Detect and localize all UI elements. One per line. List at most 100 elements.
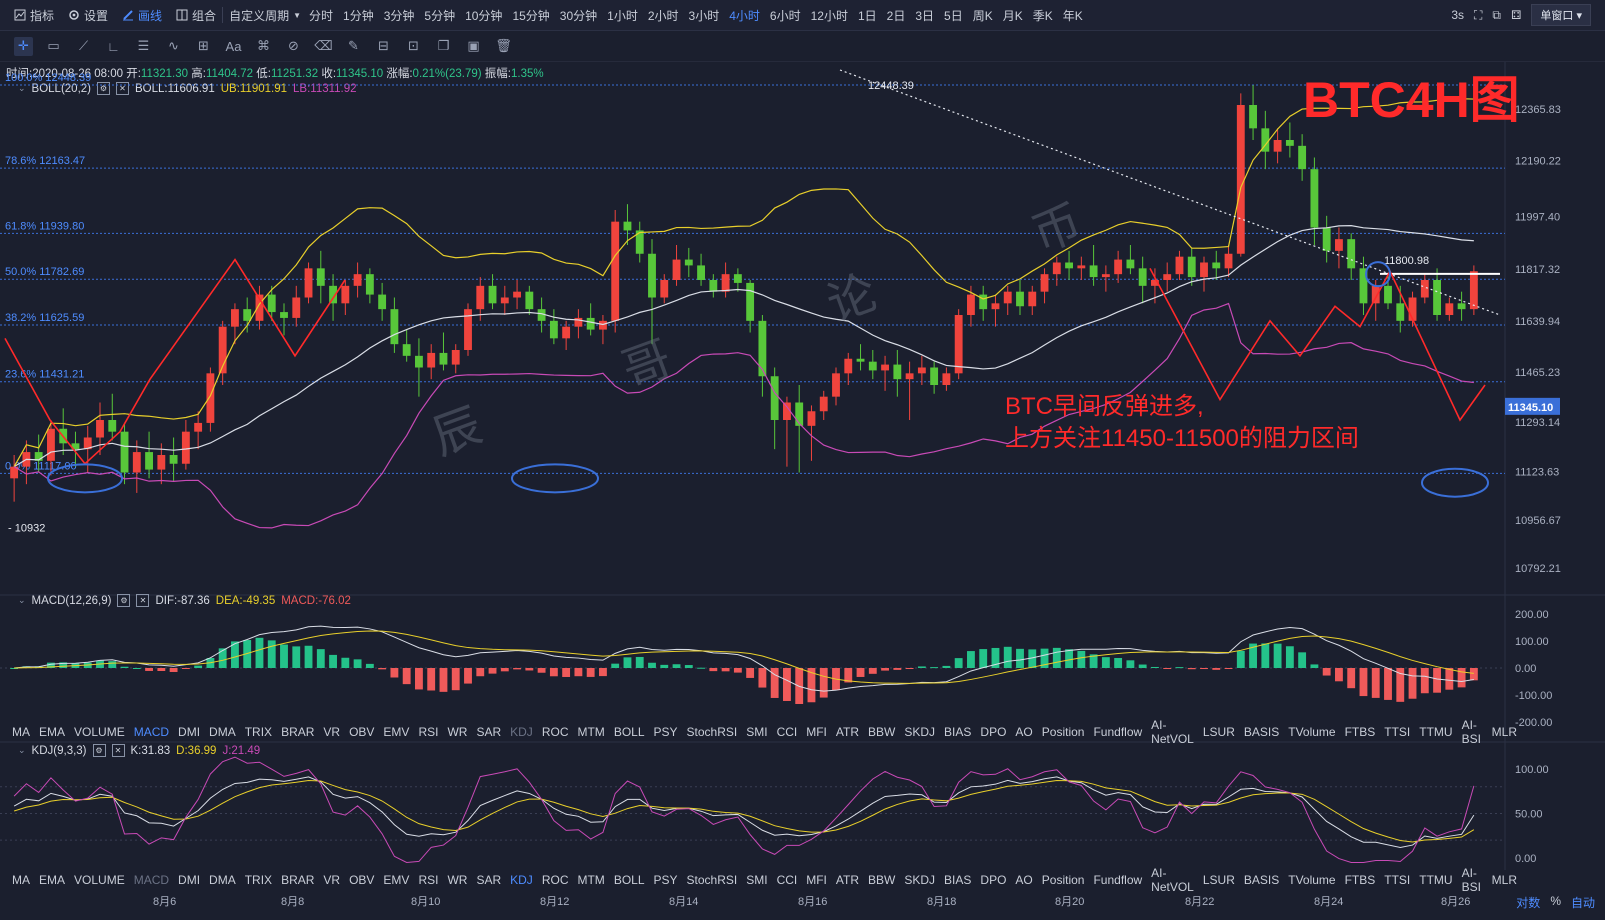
indicator-tab[interactable]: CCI — [776, 873, 798, 887]
custom-period-dropdown[interactable]: 自定义周期 ▼ — [229, 7, 301, 24]
fullscreen-icon[interactable]: ⛶ — [1474, 7, 1483, 22]
indicator-tab[interactable]: SAR — [476, 725, 502, 739]
collapse-icon[interactable]: ⌄ — [18, 83, 26, 93]
indicator-tab[interactable]: RSI — [418, 873, 439, 887]
collapse-icon[interactable]: ⌄ — [18, 595, 26, 605]
lock-tool-icon[interactable]: ⊡ — [408, 38, 419, 53]
period-tab[interactable]: 分时 — [309, 8, 334, 23]
indicator-tab[interactable]: TTMU — [1419, 725, 1453, 739]
period-tab[interactable]: 12小时 — [810, 8, 848, 23]
indicator-tab[interactable]: FTBS — [1344, 725, 1376, 739]
image-tool-icon[interactable]: ▣ — [467, 38, 480, 53]
indicator-tab[interactable]: AI-NetVOL — [1151, 718, 1194, 746]
period-tab[interactable]: 15分钟 — [512, 8, 550, 23]
eraser-tool-icon[interactable]: ⌫ — [314, 38, 333, 53]
pattern-tool-icon[interactable]: ⌘ — [257, 38, 270, 53]
brush-tool-icon[interactable]: ✎ — [348, 38, 359, 53]
indicator-tab[interactable]: SKDJ — [904, 725, 936, 739]
angle-tool-icon[interactable]: ∟ — [107, 38, 120, 54]
indicator-tab[interactable]: AI-NetVOL — [1151, 866, 1194, 894]
window-mode-dropdown[interactable]: 单窗口 ▾ — [1531, 4, 1591, 26]
indicator-tab[interactable]: AI-BSI — [1461, 866, 1481, 894]
indicator-tab[interactable]: StochRSI — [686, 725, 738, 739]
indicator-tab[interactable]: KDJ — [510, 725, 533, 739]
period-tab[interactable]: 3小时 — [688, 8, 720, 23]
screenshot-icon[interactable]: ⚃ — [1510, 8, 1522, 22]
log-scale-toggle[interactable]: 对数 — [1516, 896, 1541, 910]
indicator-tab[interactable]: BBW — [868, 873, 896, 887]
indicator-tab[interactable]: BASIS — [1243, 873, 1280, 887]
indicator-tab[interactable]: BBW — [868, 725, 896, 739]
indicator-tab[interactable]: Position — [1041, 725, 1085, 739]
indicator-tab[interactable]: TRIX — [244, 725, 273, 739]
indicator-tab[interactable]: ATR — [835, 873, 860, 887]
popout-icon[interactable]: ⧉ — [1492, 7, 1501, 22]
combo-button[interactable]: 组合 — [176, 7, 216, 24]
indicator-tab[interactable]: ATR — [835, 725, 860, 739]
crosshair-tool-icon[interactable]: ✛ — [14, 36, 33, 56]
indicator-tab[interactable]: VOLUME — [74, 725, 125, 739]
indicator-tab[interactable]: Fundflow — [1093, 725, 1143, 739]
indicator-tab[interactable]: DMA — [209, 873, 236, 887]
period-tab[interactable]: 1日 — [857, 8, 877, 23]
trendline-tool-icon[interactable]: ⟋ — [78, 38, 89, 53]
period-tab[interactable]: 2小时 — [647, 8, 679, 23]
auto-scale-toggle[interactable]: 自动 — [1570, 896, 1595, 910]
period-tab[interactable]: 周K — [972, 8, 993, 23]
settings-button[interactable]: 设置 — [68, 7, 108, 24]
horizontal-line-tool-icon[interactable]: ☰ — [137, 38, 150, 53]
indicator-tab[interactable]: EMA — [39, 873, 66, 887]
kdj-settings-icon[interactable]: ⚙ — [92, 744, 106, 757]
price-chart[interactable]: 12365.83 12190.22 11997.40 11817.32 11639.94… — [0, 0, 1605, 870]
macd-settings-icon[interactable]: ⚙ — [117, 594, 131, 607]
indicator-tab[interactable]: Fundflow — [1093, 873, 1143, 887]
indicator-tab[interactable]: VR — [323, 725, 341, 739]
indicator-tab[interactable]: BIAS — [944, 725, 972, 739]
collapse-icon[interactable]: ⌄ — [18, 745, 26, 755]
measure-tool-icon[interactable]: ⊞ — [198, 38, 209, 53]
period-tab[interactable]: 6小时 — [769, 8, 801, 23]
indicator-tab[interactable]: SMI — [746, 873, 768, 887]
indicator-tab[interactable]: OBV — [349, 873, 375, 887]
period-tab[interactable]: 1小时 — [607, 8, 638, 23]
indicator-tab[interactable]: BOLL — [613, 725, 645, 739]
indicator-tab[interactable]: AI-BSI — [1461, 718, 1481, 746]
refresh-interval[interactable]: 3s — [1451, 8, 1464, 22]
indicator-tab[interactable]: StochRSI — [686, 873, 738, 887]
indicator-tab[interactable]: VR — [323, 873, 341, 887]
indicator-tab[interactable]: EMA — [39, 725, 66, 739]
indicator-tab[interactable]: PSY — [653, 725, 678, 739]
boll-close-icon[interactable]: ✕ — [116, 82, 129, 95]
indicator-tab[interactable]: DPO — [980, 873, 1007, 887]
indicator-tab[interactable]: MA — [12, 725, 30, 739]
indicator-tab[interactable]: EMV — [383, 873, 410, 887]
indicator-tab[interactable]: ROC — [541, 873, 569, 887]
indicator-tab[interactable]: PSY — [653, 873, 678, 887]
indicator-tab[interactable]: TTMU — [1419, 873, 1453, 887]
percent-scale-toggle[interactable]: % — [1550, 894, 1561, 908]
period-tab[interactable]: 3分钟 — [383, 8, 415, 23]
indicator-tab[interactable]: FTBS — [1344, 873, 1376, 887]
period-tab[interactable]: 1分钟 — [343, 8, 374, 23]
indicator-tab[interactable]: DMI — [178, 873, 201, 887]
indicator-tab[interactable]: SKDJ — [904, 873, 936, 887]
indicator-tab[interactable]: BOLL — [613, 873, 645, 887]
period-tab[interactable]: 5日 — [944, 8, 963, 23]
indicator-tab[interactable]: MACD — [133, 873, 170, 887]
period-tab[interactable]: 月K — [1002, 8, 1023, 23]
indicator-tab[interactable]: DPO — [980, 725, 1007, 739]
period-tab[interactable]: 30分钟 — [559, 8, 598, 23]
indicator-tab[interactable]: EMV — [383, 725, 410, 739]
indicator-tab[interactable]: DMA — [209, 725, 236, 739]
indicator-tab[interactable]: Position — [1041, 873, 1085, 887]
ruler-tool-icon[interactable]: ▭ — [47, 38, 60, 53]
indicator-tab[interactable]: MFI — [806, 873, 827, 887]
boll-settings-icon[interactable]: ⚙ — [97, 82, 110, 95]
indicator-tab[interactable]: MACD — [133, 725, 170, 739]
text-tool-icon[interactable]: Aa — [225, 38, 242, 54]
indicator-tab[interactable]: TTSI — [1384, 725, 1411, 739]
indicator-tab[interactable]: TVolume — [1288, 873, 1336, 887]
indicator-tab[interactable]: AO — [1015, 725, 1033, 739]
indicator-tab[interactable]: TTSI — [1384, 873, 1411, 887]
period-tab[interactable]: 年K — [1062, 8, 1083, 23]
